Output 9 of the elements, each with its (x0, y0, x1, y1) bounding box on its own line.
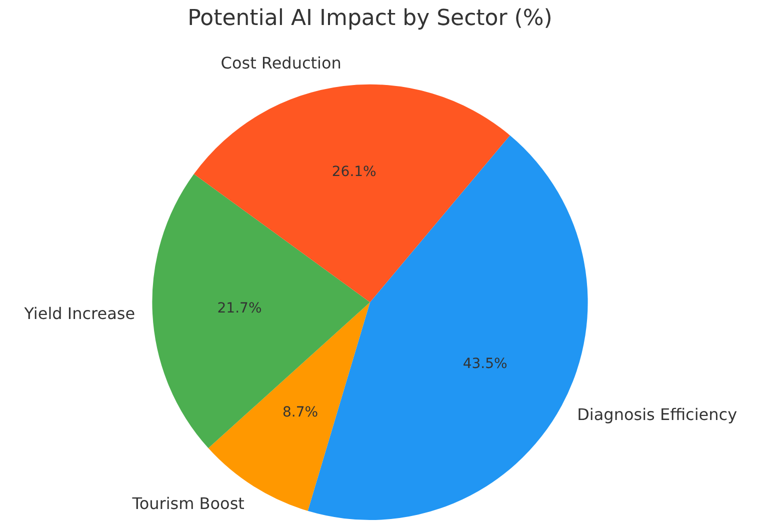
slice-label: Yield Increase (23, 304, 136, 323)
data-label: 43.5% (462, 356, 508, 372)
chart-title: Potential AI Impact by Sector (%) (188, 6, 552, 31)
slice-label: Diagnosis Efficiency (577, 404, 738, 424)
slice-label: Tourism Boost (131, 494, 244, 513)
data-label: 21.7% (217, 300, 262, 317)
data-label: 26.1% (332, 164, 376, 180)
data-label: 8.7% (282, 404, 318, 420)
slice-label: Cost Reduction (220, 54, 342, 73)
